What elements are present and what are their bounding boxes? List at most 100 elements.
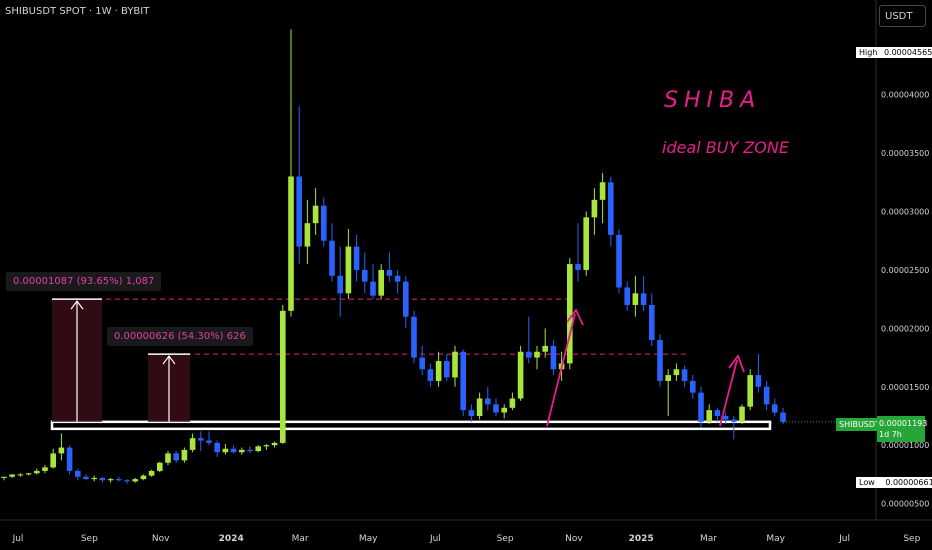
candle-body [124,480,130,482]
candle-body [452,351,458,378]
candle-body [173,453,179,461]
candle-body [435,361,442,381]
annotation-title: SHIBA [664,88,762,113]
candle-body [427,369,434,381]
measure-layer [52,298,190,422]
candle-body [698,392,704,422]
candle-body [403,281,409,317]
x-tick-label: 2024 [219,534,244,544]
low-tag-label: Low [859,478,875,487]
candle-body [378,269,384,296]
candle-body [747,375,753,407]
candle-body [165,453,171,463]
candle-body [370,281,376,296]
high-tag: High 0.00004565 [856,47,932,58]
symbol-price-tag: SHIBUSDT [836,418,883,431]
arrow-up-2 [719,359,738,427]
candle-body [288,176,294,311]
candle-body [17,474,24,476]
candle-body [411,316,417,358]
y-tick-label: 0.00001000 [881,441,929,450]
x-axis-ticks: Jul Sep Nov 2024 Mar May Jul Sep Nov 2025 Mar May Ju… [12,534,921,544]
candle-body [534,351,540,358]
candle-body [722,416,729,420]
candle-body [591,199,598,218]
currency-unit-button[interactable]: USDT [879,5,926,27]
candle-body [690,380,696,393]
candle-body [624,287,630,305]
x-tick-label: Sep [903,534,920,544]
measurement-label-1: 0.00001087 (93.65%) 1,087 [6,272,162,291]
arrow-up-2-head [728,354,745,373]
high-tag-label: High [859,48,878,57]
y-tick-label: 0.00001500 [881,383,929,392]
candle-body [198,438,204,441]
arrows [546,308,876,427]
arrow-up-1-head [566,308,584,326]
current-price-value: 0.00001193 [879,419,928,428]
annotation-subtitle: ideal BUY ZONE [662,138,789,157]
candle-body [222,448,229,453]
x-tick-label: Sep [81,534,98,544]
low-tag: Low 0.00000661 [856,477,932,488]
candle-body [386,269,393,276]
support-zone-box [50,420,772,431]
candle-body [239,449,245,453]
candle-body [476,398,483,416]
candle-body [263,445,270,447]
candle-body [714,410,721,416]
candle-body [731,419,737,422]
y-tick-label: 0.00003000 [881,208,929,217]
candle-body [772,404,778,413]
candle-body [353,246,360,270]
y-tick-label: 0.00002000 [881,324,929,333]
candle-body [312,205,319,224]
candle-body [271,442,278,446]
x-tick-label: May [766,534,785,544]
candles [1,29,786,484]
candle-body [189,438,196,450]
candle-body [214,442,220,453]
candle-body [34,470,40,474]
candle-body [583,217,589,270]
candle-body [550,345,557,370]
candle-body [501,407,507,413]
bar-countdown: 1d 7h [879,430,902,439]
candle-body [493,404,499,413]
candle-body [673,369,680,376]
x-tick-label: Jul [12,534,24,544]
y-tick-label: 0.00004000 [881,91,929,100]
candle-body [58,447,65,454]
candle-body [649,304,655,341]
candle-body [394,275,401,282]
x-tick-label: May [359,534,378,544]
candle-body [181,449,188,461]
measure-arrowhead-2 [162,355,176,365]
candle-body [99,477,106,481]
x-tick-label: Jul [838,534,850,544]
candle-body [66,447,73,471]
candle-body [640,293,647,305]
axis-lines [0,0,932,521]
candle-body [706,410,712,422]
arrow-up-1 [546,313,576,427]
x-tick-label: 2025 [629,534,654,544]
high-tag-value: 0.00004565 [883,48,932,57]
candle-body [542,345,548,352]
candle-body [116,479,122,481]
candle-body [755,375,762,387]
candle-body [255,446,261,452]
candle-body [517,351,524,399]
x-tick-label: Nov [565,534,583,544]
x-tick-label: Mar [292,534,309,544]
candle-body [567,264,573,364]
candle-body [140,475,147,480]
x-tick-label: Mar [700,534,717,544]
candle-body [632,293,639,305]
candle-body [616,234,622,288]
candle-body [460,351,466,411]
candle-body [362,269,368,282]
candle-body [247,449,253,452]
candle-body [419,357,425,370]
candle-body [763,386,770,405]
